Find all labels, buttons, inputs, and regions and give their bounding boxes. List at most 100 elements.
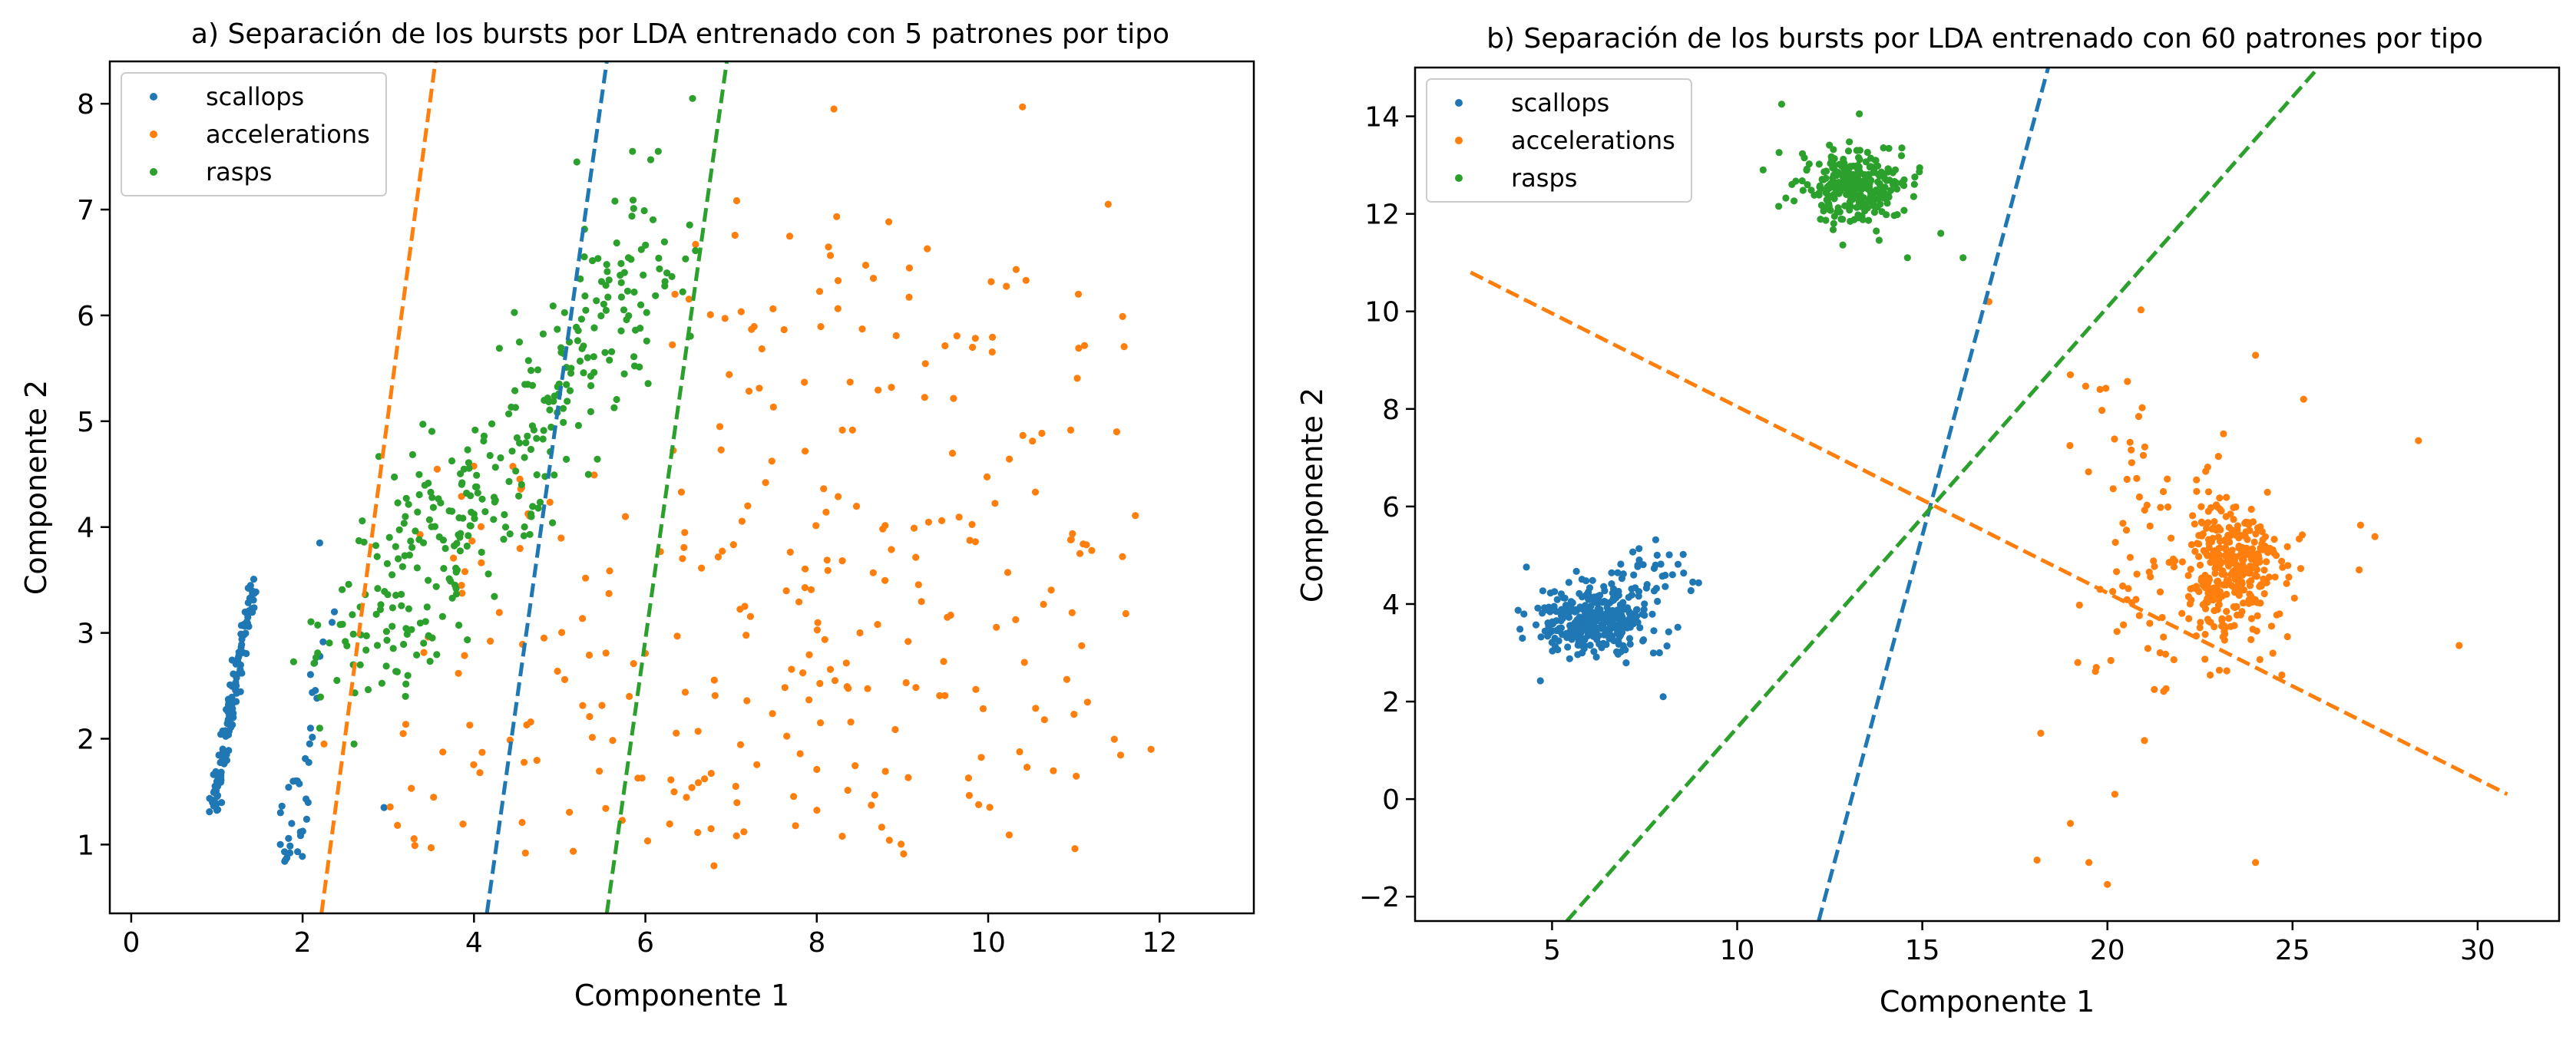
panel-a-point-accelerations — [1132, 512, 1139, 520]
panel-b-legend-marker-accelerations — [1455, 137, 1463, 144]
panel-a-point-rasps — [606, 356, 613, 364]
panel-a-point-rasps — [544, 395, 551, 402]
panel-b-y-tick-label: −2 — [1359, 882, 1400, 913]
panel-b-point-rasps — [1825, 182, 1833, 190]
panel-a-point-scallops — [236, 649, 243, 656]
panel-b-point-accelerations — [2225, 615, 2233, 622]
panel-a-point-accelerations — [634, 774, 642, 782]
panel-a-point-rasps — [610, 404, 618, 411]
panel-a-point-accelerations — [1088, 546, 1096, 554]
panel-a-point-rasps — [415, 470, 423, 478]
panel-a-point-rasps — [389, 604, 396, 612]
panel-a-point-accelerations — [869, 275, 878, 282]
panel-a-point-rasps — [445, 575, 453, 583]
panel-b-point-rasps — [1803, 167, 1810, 174]
panel-a-point-scallops — [210, 771, 217, 778]
panel-b-point-scallops — [1650, 564, 1658, 573]
panel-a-point-rasps — [428, 634, 436, 642]
panel-a-point-rasps — [644, 380, 652, 388]
panel-a-point-scallops — [223, 720, 231, 728]
panel-a-point-rasps — [584, 354, 591, 362]
panel-b-point-scallops — [1541, 627, 1549, 635]
panel-a-point-accelerations — [953, 332, 961, 340]
panel-b-point-accelerations — [2156, 649, 2164, 657]
panel-a-point-accelerations — [875, 386, 882, 394]
panel-a-point-accelerations — [861, 261, 870, 269]
panel-b-point-scallops — [1591, 626, 1599, 634]
panel-b-point-accelerations — [2265, 573, 2273, 581]
panel-a-point-accelerations — [731, 231, 739, 239]
panel-b: b) Separación de los bursts por LDA entr… — [1295, 23, 2561, 1019]
panel-b-point-scallops — [1571, 608, 1579, 616]
panel-a-point-accelerations — [823, 556, 831, 564]
panel-b-point-accelerations — [2239, 599, 2247, 607]
panel-b-point-accelerations — [2096, 385, 2104, 393]
panel-b-point-scallops — [1576, 589, 1583, 598]
panel-b-point-scallops — [1553, 608, 1560, 616]
panel-b-point-rasps — [1801, 154, 1808, 162]
panel-a-point-accelerations — [561, 675, 569, 684]
panel-a-point-rasps — [471, 483, 480, 491]
panel-a-point-rasps — [506, 530, 514, 538]
panel-a-point-accelerations — [1012, 616, 1020, 624]
panel-b-point-rasps — [1870, 167, 1878, 175]
panel-b-point-accelerations — [2161, 650, 2170, 659]
panel-b-point-accelerations — [2187, 585, 2194, 593]
panel-b-point-rasps — [1820, 168, 1828, 176]
panel-b-point-scallops — [1640, 606, 1648, 613]
panel-b-point-accelerations — [2193, 583, 2201, 590]
panel-a-point-rasps — [481, 508, 489, 516]
panel-a-point-accelerations — [1019, 103, 1027, 111]
panel-a-point-accelerations — [969, 343, 977, 352]
panel-b-point-rasps — [1863, 204, 1871, 212]
panel-a-point-rasps — [547, 423, 555, 431]
panel-a-point-accelerations — [885, 218, 893, 226]
panel-a-point-rasps — [448, 457, 456, 465]
panel-a-point-accelerations — [1031, 488, 1040, 496]
panel-a-point-accelerations — [410, 835, 418, 843]
panel-b-point-scallops — [1662, 571, 1669, 579]
panel-a-point-accelerations — [588, 734, 597, 741]
panel-a-point-rasps — [467, 492, 475, 500]
panel-a-legend: scallops accelerations rasps — [121, 72, 387, 196]
panel-b-point-accelerations — [2185, 615, 2193, 622]
panel-b-point-scallops — [1589, 576, 1596, 584]
panel-b-point-accelerations — [2221, 552, 2229, 560]
panel-b-point-accelerations — [2160, 633, 2168, 641]
panel-a-point-accelerations — [698, 564, 706, 572]
panel-b-point-accelerations — [2415, 437, 2422, 444]
panel-a-point-rasps — [457, 530, 465, 537]
panel-a-point-rasps — [663, 269, 671, 277]
panel-a: a) Separación de los bursts por LDA entr… — [19, 18, 1255, 1012]
panel-a-point-accelerations — [1019, 431, 1027, 440]
panel-a-point-accelerations — [941, 692, 949, 699]
panel-a-point-accelerations — [753, 761, 761, 768]
panel-a-point-rasps — [603, 268, 611, 276]
panel-a-point-rasps — [471, 426, 479, 434]
panel-b-point-accelerations — [2233, 561, 2240, 569]
panel-b-point-rasps — [1900, 206, 1908, 214]
panel-b-point-accelerations — [2125, 585, 2132, 593]
panel-b-point-scallops — [1687, 586, 1695, 595]
panel-a-point-rasps — [389, 571, 396, 579]
panel-a-point-accelerations — [408, 784, 415, 792]
panel-b-boundary-line-accelerations — [1470, 270, 2508, 797]
panel-b-point-accelerations — [2234, 527, 2241, 535]
panel-a-point-accelerations — [843, 683, 851, 691]
panel-a-point-accelerations — [694, 829, 702, 837]
panel-a-point-rasps — [625, 312, 633, 319]
panel-a-point-scallops — [228, 656, 236, 664]
panel-b-point-scallops — [1626, 614, 1634, 622]
panel-a-point-rasps — [505, 410, 513, 418]
panel-a-point-accelerations — [461, 652, 468, 659]
panel-b-point-rasps — [1910, 180, 1918, 188]
panel-a-point-accelerations — [1119, 553, 1126, 560]
panel-a-point-accelerations — [921, 360, 929, 368]
panel-a-legend-rasps: rasps — [206, 157, 272, 187]
panel-a-point-rasps — [530, 426, 538, 434]
panel-a-point-scallops — [246, 594, 253, 602]
panel-b-point-scallops — [1573, 616, 1581, 624]
panel-b-point-rasps — [1937, 229, 1945, 237]
panel-a-point-accelerations — [1122, 609, 1129, 618]
